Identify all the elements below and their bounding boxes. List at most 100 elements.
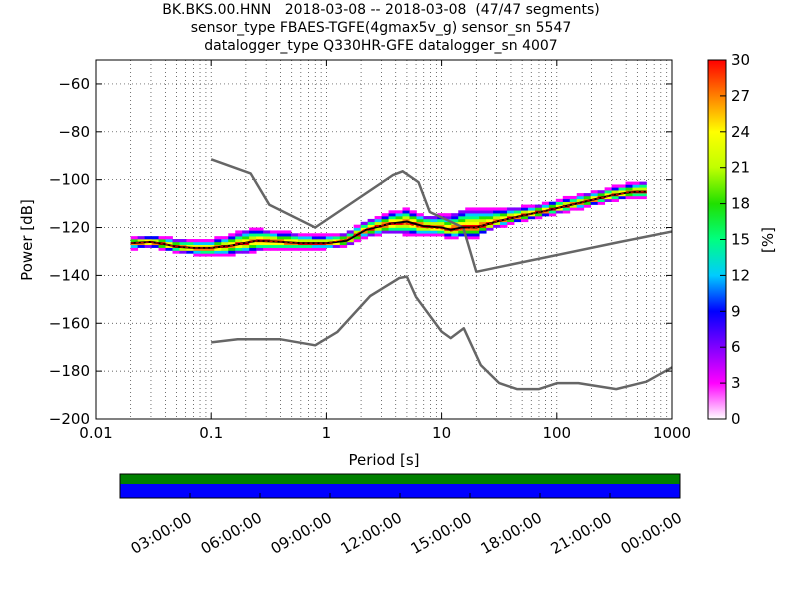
- heatmap-cell: [249, 230, 257, 234]
- heatmap-cell: [590, 195, 599, 200]
- heatmap-cell: [130, 239, 139, 243]
- heatmap-cell: [186, 241, 194, 246]
- low-noise-model-line: [211, 275, 672, 391]
- heatmap-cell: [381, 218, 389, 223]
- heatmap-cell: [416, 227, 424, 231]
- heatmap-cell: [479, 221, 487, 225]
- colorbar-tick-label: 6: [731, 338, 741, 356]
- heatmap-cell: [444, 233, 452, 237]
- heatmap-cell: [534, 204, 543, 208]
- heatmap-cell: [165, 236, 173, 240]
- heatmap-cell: [228, 239, 236, 243]
- heatmap-cell: [520, 218, 529, 223]
- y-axis-ticks: −60 −80 −100 −120 −140 −160 −180 −200: [49, 75, 672, 428]
- coverage-tick-label: 06:00:00: [198, 509, 265, 558]
- heatmap-cell: [137, 241, 146, 246]
- heatmap-cell: [632, 187, 640, 191]
- heatmap-cell: [263, 236, 271, 240]
- heatmap-cell: [339, 236, 348, 240]
- heatmap-cell: [500, 210, 508, 214]
- y-tick-label: −200: [49, 410, 90, 428]
- heatmap-cell: [409, 216, 417, 220]
- heatmap-cell: [200, 247, 208, 251]
- heatmap-cell: [611, 184, 619, 188]
- heatmap-cell: [583, 204, 592, 208]
- heatmap-cell: [458, 221, 466, 225]
- heatmap-cell: [318, 247, 327, 251]
- coverage-tick-label: 18:00:00: [478, 509, 545, 558]
- heatmap-cell: [472, 227, 480, 231]
- heatmap-cell: [465, 207, 473, 211]
- heatmap-cell: [458, 233, 466, 237]
- heatmap-cell: [304, 247, 313, 251]
- heatmap-cell: [479, 213, 487, 217]
- psd-probability-heatmap: [130, 181, 647, 257]
- heatmap-cell: [493, 224, 501, 228]
- heatmap-cell: [520, 204, 529, 208]
- heatmap-cell: [318, 239, 327, 243]
- heatmap-cell: [193, 244, 201, 248]
- heatmap-cell: [214, 250, 222, 254]
- heatmap-cell: [444, 221, 452, 225]
- heatmap-cell: [318, 233, 327, 237]
- heatmap-cell: [137, 244, 146, 248]
- heatmap-cell: [472, 216, 480, 220]
- heatmap-cell: [472, 230, 480, 234]
- heatmap-cell: [228, 241, 236, 246]
- heatmap-cell: [486, 227, 494, 231]
- heatmap-cell: [304, 236, 313, 240]
- heatmap-cell: [479, 216, 487, 220]
- heatmap-cell: [158, 236, 166, 240]
- heatmap-cell: [297, 247, 306, 251]
- heatmap-cell: [235, 239, 243, 243]
- heatmap-cell: [158, 244, 166, 248]
- heatmap-cell: [179, 239, 187, 243]
- colorbar-tick-label: 9: [731, 302, 741, 320]
- heatmap-cell: [214, 253, 222, 257]
- heatmap-cell: [144, 239, 152, 243]
- heatmap-cell: [374, 227, 382, 231]
- heatmap-cell: [277, 247, 285, 251]
- heatmap-cell: [451, 218, 459, 223]
- heatmap-cell: [479, 207, 487, 211]
- heatmap-cell: [346, 241, 355, 246]
- heatmap-cell: [311, 236, 320, 240]
- heatmap-cell: [277, 244, 285, 248]
- heatmap-cell: [353, 239, 362, 243]
- heatmap-cell: [465, 227, 473, 231]
- heatmap-cell: [381, 213, 389, 217]
- heatmap-cell: [207, 250, 215, 254]
- heatmap-cell: [458, 213, 466, 217]
- heatmap-cell: [228, 250, 236, 254]
- heatmap-cell: [381, 230, 389, 234]
- heatmap-cell: [221, 239, 229, 243]
- heatmap-cell: [277, 233, 285, 237]
- heatmap-cell: [493, 216, 501, 220]
- heatmap-cell: [541, 207, 550, 211]
- heatmap-cell: [284, 233, 292, 237]
- heatmap-cell: [416, 216, 424, 220]
- heatmap-cell: [611, 187, 619, 191]
- heatmap-cell: [165, 241, 173, 246]
- heatmap-cell: [200, 253, 208, 257]
- heatmap-cell: [235, 233, 243, 237]
- coverage-tick-label: 03:00:00: [128, 509, 195, 558]
- heatmap-cell: [500, 221, 508, 225]
- heatmap-cell: [179, 247, 187, 251]
- x-tick-label: 1000: [653, 424, 691, 442]
- heatmap-cell: [360, 233, 369, 237]
- heatmap-cell: [527, 207, 536, 211]
- heatmap-cell: [172, 247, 180, 251]
- heatmap-cell: [486, 224, 494, 228]
- heatmap-cell: [451, 230, 459, 234]
- heatmap-cell: [597, 190, 606, 194]
- colorbar-tick-label: 3: [731, 374, 741, 392]
- heatmap-cell: [374, 218, 382, 223]
- heatmap-cell: [200, 241, 208, 246]
- psd-curves: [130, 158, 672, 391]
- heatmap-cell: [507, 213, 515, 217]
- heatmap-cell: [611, 198, 619, 202]
- y-tick-label: −60: [58, 75, 90, 93]
- heatmap-cell: [402, 227, 410, 231]
- heatmap-cell: [221, 241, 229, 246]
